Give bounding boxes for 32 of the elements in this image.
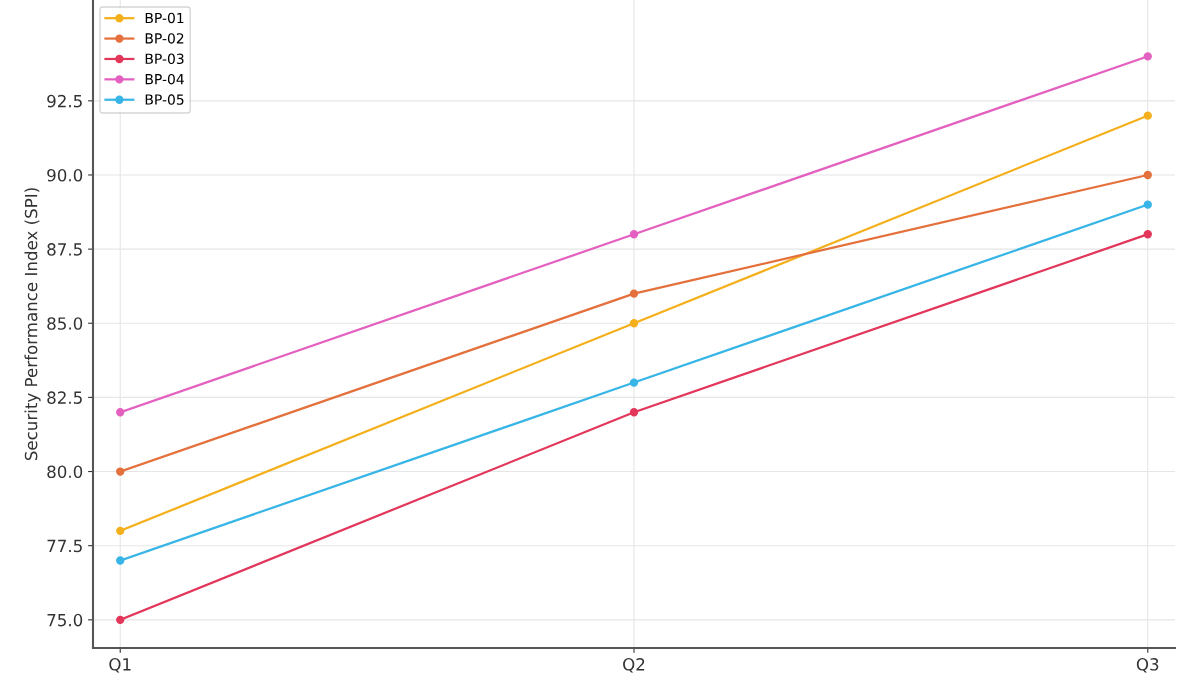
point [116,408,125,417]
y-tick-label: 82.5 [47,391,82,404]
y-tick-label: 92.5 [47,94,82,108]
legend-label: BP-04 [145,73,184,85]
point [1143,111,1152,120]
point [1143,52,1152,61]
y-tick-label: 75.0 [47,613,83,627]
point [629,408,639,417]
legend-label: BP-03 [145,53,184,65]
x-tick-label: Q2 [623,658,645,673]
point [116,467,125,476]
y-tick-label: 87.5 [47,243,82,256]
y-tick-label: 85.0 [47,317,83,330]
legend-label: BP-02 [145,33,184,44]
point [629,230,639,239]
y-tick-label: 90.0 [47,168,83,182]
point [1143,170,1152,180]
point [629,319,639,328]
x-tick-label: Q1 [109,658,131,673]
point [116,526,125,536]
legend-label: BP-01 [145,12,184,24]
legend-label: BP-05 [145,94,184,105]
point [1143,230,1152,239]
x-tick-label: Q3 [1136,658,1159,673]
y-tick-label: 80.0 [47,465,83,479]
point [629,289,639,298]
y-axis-title: Security Performance Index (SPI) [24,188,41,461]
point [116,615,125,624]
y-tick-label: 77.5 [47,539,82,553]
point [1143,200,1152,209]
point [629,378,639,387]
point [116,556,125,565]
